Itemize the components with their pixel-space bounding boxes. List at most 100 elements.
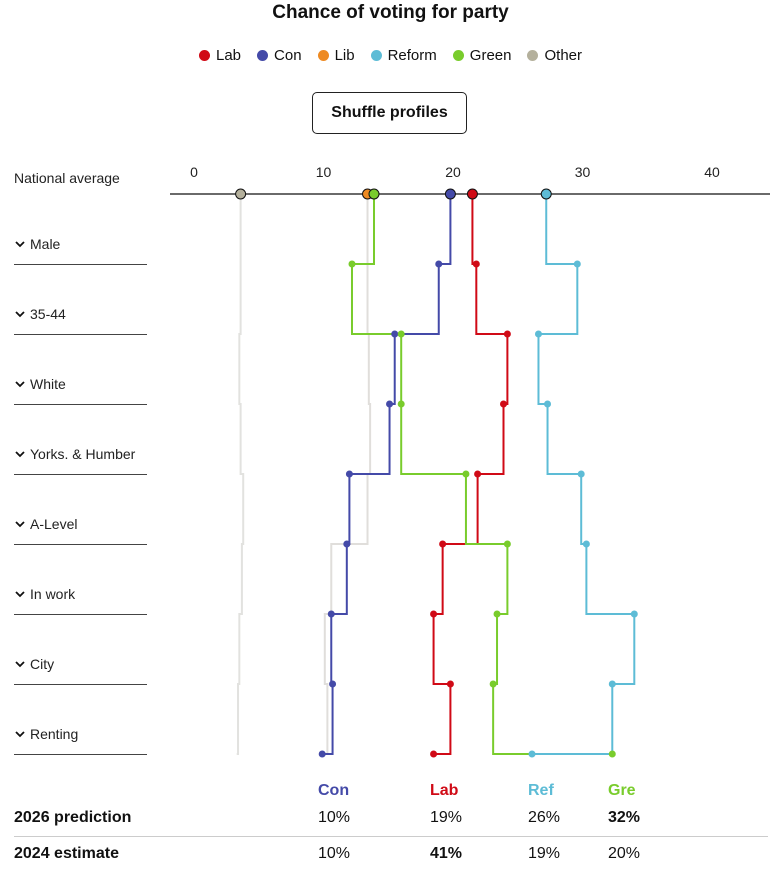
data-point-reform xyxy=(544,400,552,408)
data-point-green xyxy=(462,470,470,478)
data-point-con xyxy=(391,330,399,338)
table-cell: 19% xyxy=(528,845,561,862)
table-cell: 26% xyxy=(528,809,561,826)
table-row-label: 2024 estimate xyxy=(14,845,119,862)
x-tick-label: 40 xyxy=(704,164,720,180)
national-average-marker-con xyxy=(444,188,456,200)
legend-swatch-lib xyxy=(317,50,329,61)
x-tick-label: 10 xyxy=(315,164,332,180)
profile-row-label: 35-44 xyxy=(30,306,66,322)
data-point-green xyxy=(608,750,616,758)
profile-row-rule xyxy=(14,264,147,265)
chevron-down-icon xyxy=(15,451,25,458)
profile-row-rule xyxy=(14,754,147,755)
data-point-reform xyxy=(573,260,581,268)
legend-item-green: Green xyxy=(452,47,512,64)
legend-swatch-reform xyxy=(370,50,382,61)
profile-row-4[interactable]: A-Level xyxy=(14,516,77,532)
table-cell: 10% xyxy=(318,809,351,826)
data-point-green xyxy=(397,330,405,338)
table-cell: 19% xyxy=(430,809,463,826)
data-point-green xyxy=(493,610,501,618)
profile-row-3[interactable]: Yorks. & Humber xyxy=(14,446,135,462)
x-tick-label: 20 xyxy=(445,164,461,180)
x-tick-label: 30 xyxy=(574,164,591,180)
data-point-green xyxy=(503,540,511,548)
data-point-lab xyxy=(474,470,482,478)
table-header-gre: Gre xyxy=(608,782,636,799)
data-point-reform xyxy=(608,680,616,688)
data-point-con xyxy=(386,400,394,408)
legend-swatch-green xyxy=(452,50,464,61)
legend-item-lib: Lib xyxy=(317,47,355,64)
legend-label-green: Green xyxy=(469,47,512,64)
profile-row-rule xyxy=(14,684,147,685)
profile-row-label: Renting xyxy=(30,726,79,742)
data-point-reform xyxy=(577,470,585,478)
profile-row-7[interactable]: Renting xyxy=(14,726,78,742)
national-average-marker-reform xyxy=(540,188,552,200)
legend-label-reform: Reform xyxy=(387,47,437,64)
legend-label-lab: Lab xyxy=(216,47,242,64)
table-cell: 10% xyxy=(318,845,351,862)
chevron-down-icon xyxy=(15,521,25,528)
chevron-down-icon xyxy=(15,241,25,248)
data-point-con xyxy=(329,680,337,688)
profile-row-2[interactable]: White xyxy=(14,376,66,392)
data-point-lab xyxy=(500,400,508,408)
data-point-green xyxy=(348,260,356,268)
profile-row-6[interactable]: City xyxy=(14,656,54,672)
national-average-marker-other xyxy=(235,188,247,200)
profile-row-rule xyxy=(14,544,147,545)
table-header-lab: Lab xyxy=(430,782,459,799)
profile-row-rule xyxy=(14,334,147,335)
legend-swatch-con xyxy=(257,50,269,61)
chevron-down-icon xyxy=(15,381,25,388)
chevron-down-icon xyxy=(15,311,25,318)
national-average-label: National average xyxy=(14,170,120,186)
data-point-lab xyxy=(439,540,447,548)
profile-row-label: A-Level xyxy=(30,516,78,532)
profile-row-label: In work xyxy=(30,586,76,602)
profile-row-label: White xyxy=(30,376,66,392)
shuffle-profiles-button[interactable]: Shuffle profiles xyxy=(312,92,467,134)
table-cell: 20% xyxy=(608,845,641,862)
profile-row-label: Male xyxy=(30,236,61,252)
legend-item-reform: Reform xyxy=(370,47,437,64)
table-cell: 41% xyxy=(430,845,463,862)
legend-item-lab: Lab xyxy=(199,47,241,64)
profile-row-0[interactable]: Male xyxy=(14,236,60,252)
data-point-con xyxy=(318,750,326,758)
data-point-con xyxy=(343,540,351,548)
table-cell: 32% xyxy=(608,809,641,826)
data-point-con xyxy=(435,260,443,268)
chevron-down-icon xyxy=(15,661,25,668)
legend-item-other: Other xyxy=(527,47,582,64)
profile-row-5[interactable]: In work xyxy=(14,586,75,602)
data-point-reform xyxy=(534,330,542,338)
chart-title: Chance of voting for party xyxy=(272,2,509,23)
data-point-lab xyxy=(430,610,438,618)
data-point-lab xyxy=(446,680,454,688)
legend-swatch-lab xyxy=(199,50,210,61)
national-average-marker-lab xyxy=(466,188,478,200)
profile-row-rule xyxy=(14,614,147,615)
profile-row-label: City xyxy=(30,656,55,672)
x-tick-label: 0 xyxy=(190,164,198,180)
legend-swatch-other xyxy=(527,50,539,61)
table-header-ref: Ref xyxy=(528,782,554,799)
profile-row-1[interactable]: 35-44 xyxy=(14,306,66,322)
legend-label-con: Con xyxy=(274,47,302,64)
data-point-reform xyxy=(630,610,638,618)
data-point-lab xyxy=(430,750,438,758)
table-row-label: 2026 prediction xyxy=(14,809,132,826)
table-header-con: Con xyxy=(318,782,350,799)
legend-label-lib: Lib xyxy=(334,47,355,64)
table-divider xyxy=(14,836,768,837)
data-point-con xyxy=(345,470,353,478)
legend-item-con: Con xyxy=(257,47,302,64)
data-point-con xyxy=(327,610,335,618)
data-point-lab xyxy=(472,260,480,268)
profile-row-rule xyxy=(14,474,147,475)
